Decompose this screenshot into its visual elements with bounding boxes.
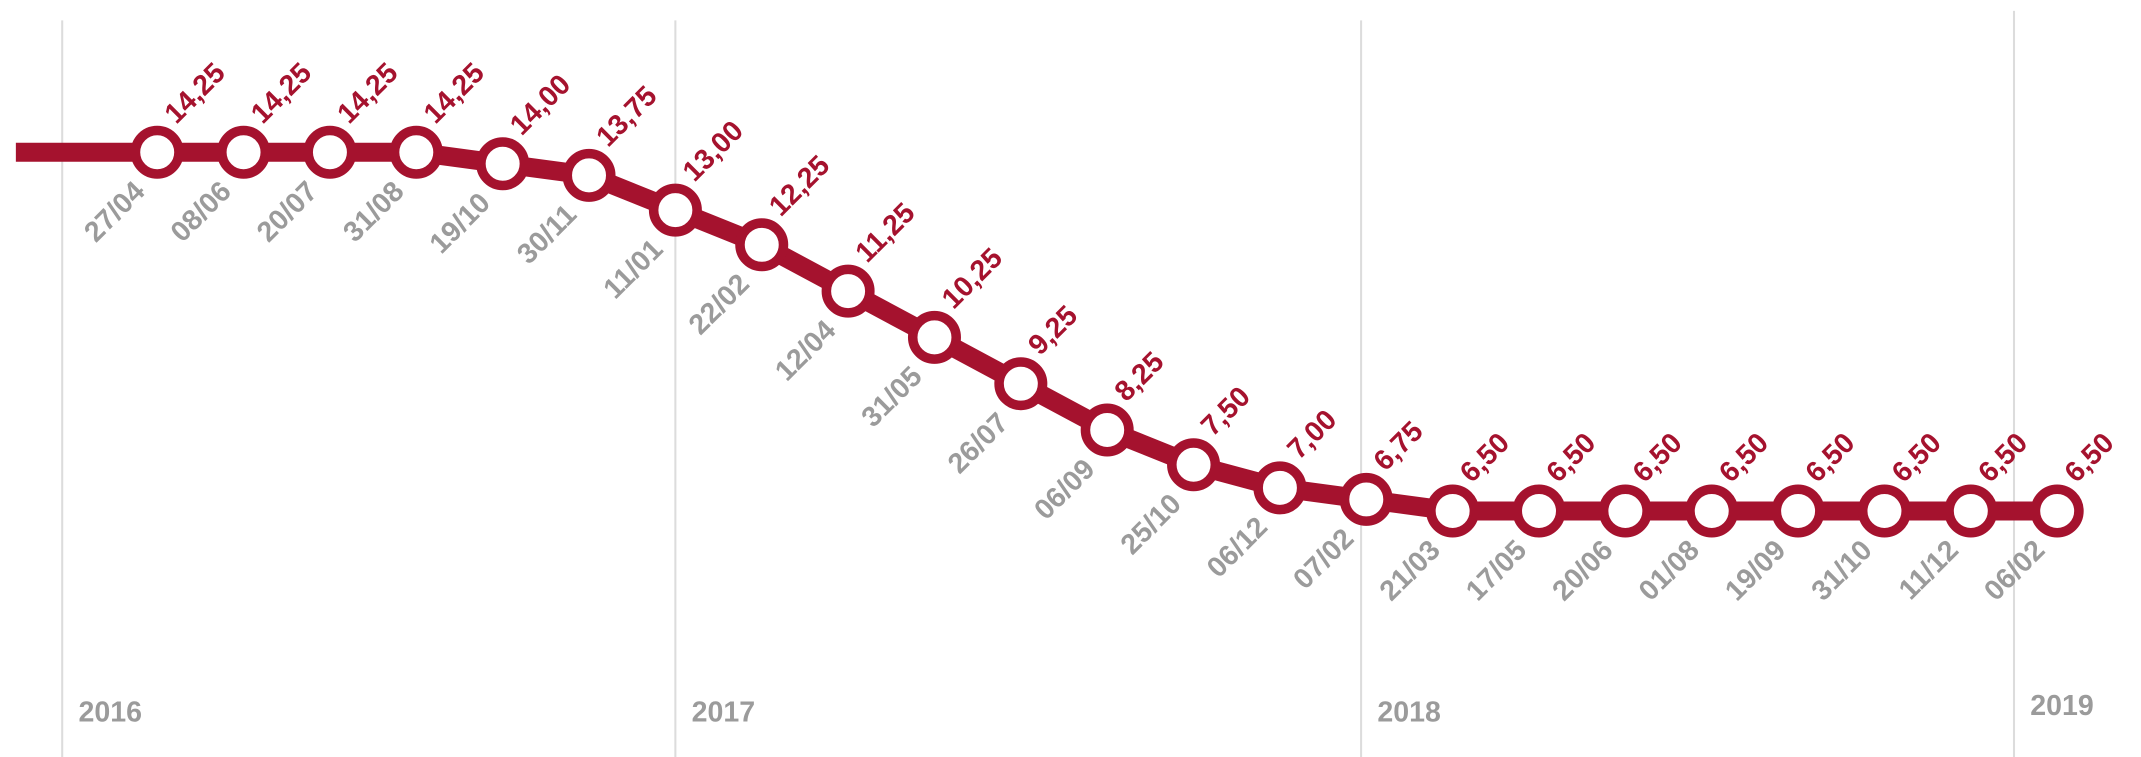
x-tick-label: 26/07: [942, 407, 1015, 480]
point: [303, 125, 357, 179]
value-label: 11,25: [849, 197, 921, 269]
value-label: 8,25: [1109, 346, 1171, 408]
point: [1771, 484, 1825, 538]
year-label: 2019: [2030, 690, 2093, 722]
year-label: 2017: [692, 697, 755, 729]
x-tick-label: 20/06: [1546, 534, 1619, 607]
value-label: 14,25: [418, 57, 491, 130]
value-label: 14,25: [159, 57, 232, 130]
x-tick-label: 12/04: [769, 314, 842, 387]
value-label: 13,75: [590, 80, 663, 153]
value-label: 6,50: [1799, 427, 1861, 489]
point: [217, 125, 271, 179]
point: [1080, 403, 1134, 457]
point: [1944, 484, 1998, 538]
value-label: 12,25: [763, 149, 836, 222]
point: [994, 357, 1048, 411]
x-tick-label: 27/04: [78, 175, 151, 248]
value-label: 9,25: [1022, 299, 1084, 361]
value-label: 6,50: [1713, 427, 1775, 489]
x-tick-label: 21/03: [1374, 534, 1447, 607]
value-label: 13,00: [677, 115, 750, 188]
point: [1426, 484, 1480, 538]
x-tick-label: 31/10: [1805, 534, 1878, 607]
x-tick-label: 08/06: [165, 175, 238, 248]
point: [1598, 484, 1652, 538]
x-tick-label: 06/09: [1028, 453, 1101, 526]
x-tick-label: 30/11: [511, 198, 583, 270]
value-label: 6,50: [1886, 427, 1948, 489]
point: [1512, 484, 1566, 538]
x-tick-label: 20/07: [251, 175, 324, 248]
value-label: 14,25: [245, 57, 318, 130]
x-tick-label: 07/02: [1287, 523, 1360, 596]
point: [821, 264, 875, 318]
value-label: 6,50: [1972, 427, 2034, 489]
x-tick-label: 17/05: [1460, 534, 1533, 607]
x-tick-label: 31/08: [337, 175, 410, 248]
value-label: 6,50: [1540, 427, 1602, 489]
value-label: 6,50: [1627, 427, 1689, 489]
value-label: 14,00: [504, 68, 577, 141]
x-tick-label: 25/10: [1115, 488, 1188, 561]
point: [648, 183, 702, 237]
value-label: 6,50: [1454, 427, 1516, 489]
point: [907, 310, 961, 364]
point: [1685, 484, 1739, 538]
value-label: 6,50: [2059, 427, 2121, 489]
point: [562, 148, 616, 202]
point: [1253, 461, 1307, 515]
point: [476, 137, 530, 191]
x-tick-label: 19/10: [424, 187, 497, 260]
line: [157, 142, 2058, 521]
point: [1857, 484, 1911, 538]
point: [1167, 438, 1221, 492]
point: [1339, 472, 1393, 526]
point: [2030, 484, 2084, 538]
point: [389, 125, 443, 179]
x-tick-label: 19/09: [1719, 534, 1792, 607]
point: [130, 125, 184, 179]
x-tick-label: 31/05: [855, 360, 928, 433]
x-tick-label: 22/02: [683, 268, 756, 341]
x-tick-label: 11/01: [597, 233, 669, 305]
x-tick-label: 06/12: [1201, 511, 1274, 584]
value-label: 7,00: [1281, 404, 1343, 466]
value-label: 6,75: [1368, 415, 1430, 477]
point: [735, 218, 789, 272]
value-label: 14,25: [331, 57, 404, 130]
x-tick-label: 11/12: [1893, 534, 1965, 606]
year-label: 2018: [1377, 697, 1440, 729]
x-tick-label: 01/08: [1633, 534, 1706, 607]
year-label: 2016: [79, 697, 142, 729]
value-label: 10,25: [936, 242, 1009, 315]
value-label: 7,50: [1195, 381, 1257, 443]
